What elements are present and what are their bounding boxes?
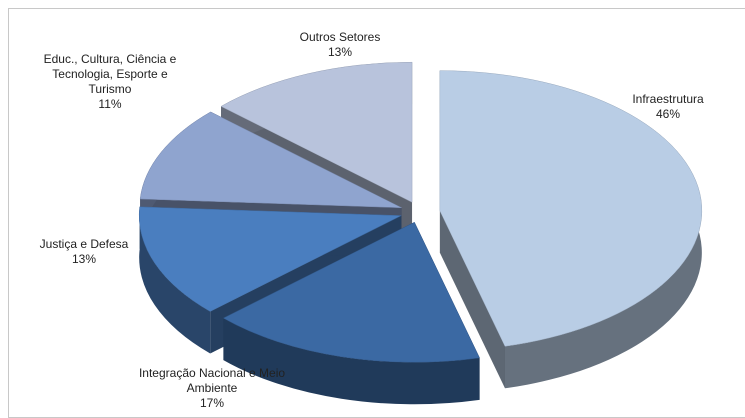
value-label: 13% — [327, 45, 353, 59]
value-label: 11% — [98, 97, 122, 111]
value-label: 13% — [71, 252, 97, 266]
slice-side — [223, 318, 480, 405]
value-label: 46% — [655, 107, 681, 121]
slice-group — [439, 70, 703, 389]
slice-label: Integração Nacional e Meio Ambiente 17% — [137, 366, 287, 411]
slice-wall — [439, 210, 505, 389]
slice-label: Outros Setores 13% — [280, 30, 400, 60]
value-label: 17% — [199, 396, 225, 410]
category-label: Justiça e Defesa — [39, 237, 129, 251]
category-label: Infraestrutura — [632, 92, 704, 106]
slice-group — [222, 221, 480, 405]
pie-slice — [138, 206, 402, 312]
pie-slice — [222, 221, 480, 363]
category-label: Integração Nacional e Meio Ambiente — [138, 366, 286, 395]
slice-label: Justiça e Defesa 13% — [24, 237, 144, 267]
pie-slice — [220, 61, 413, 203]
slice-side — [139, 206, 211, 354]
category-label: Educ., Cultura, Ciência e Tecnologia, Es… — [43, 52, 177, 96]
pie-slice — [439, 70, 703, 347]
pie-slice — [139, 111, 402, 209]
category-label: Outros Setores — [299, 30, 381, 44]
slice-label: Infraestrutura 46% — [613, 92, 723, 122]
slice-label: Educ., Cultura, Ciência e Tecnologia, Es… — [30, 52, 190, 112]
